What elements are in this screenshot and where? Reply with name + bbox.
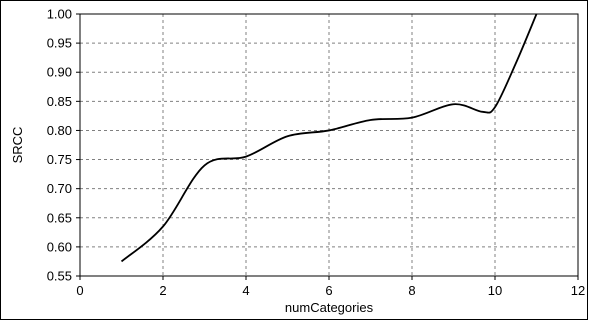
y-tick-label: 0.75 bbox=[47, 152, 72, 167]
x-axis-title: numCategories bbox=[285, 300, 374, 315]
series-line bbox=[120, 13, 538, 263]
y-tick-label: 0.55 bbox=[47, 269, 72, 284]
y-tick-label: 0.80 bbox=[47, 123, 72, 138]
y-tick-label: 0.60 bbox=[47, 239, 72, 254]
x-tick-label: 0 bbox=[76, 283, 83, 298]
y-tick-label: 1.00 bbox=[47, 7, 72, 22]
y-tick-label: 0.90 bbox=[47, 65, 72, 80]
x-tick-label: 6 bbox=[325, 283, 332, 298]
y-tick-label: 0.95 bbox=[47, 36, 72, 51]
tick-layer bbox=[76, 13, 579, 280]
x-tick-label: 10 bbox=[488, 283, 502, 298]
x-tick-label: 12 bbox=[571, 283, 585, 298]
series-layer bbox=[120, 13, 538, 263]
x-tick-label: 4 bbox=[242, 283, 249, 298]
y-tick-label: 0.85 bbox=[47, 94, 72, 109]
grid-layer bbox=[80, 14, 578, 276]
tick-label-layer: 0.55 0.60 0.65 0.70 0.75 0.80 0.85 0.90 0.95 1.00… bbox=[47, 7, 586, 299]
y-tick-label: 0.65 bbox=[47, 210, 72, 225]
x-tick-label: 2 bbox=[159, 283, 166, 298]
y-axis-title: SRCC bbox=[10, 127, 25, 164]
y-tick-label: 0.70 bbox=[47, 181, 72, 196]
x-tick-label: 8 bbox=[408, 283, 415, 298]
